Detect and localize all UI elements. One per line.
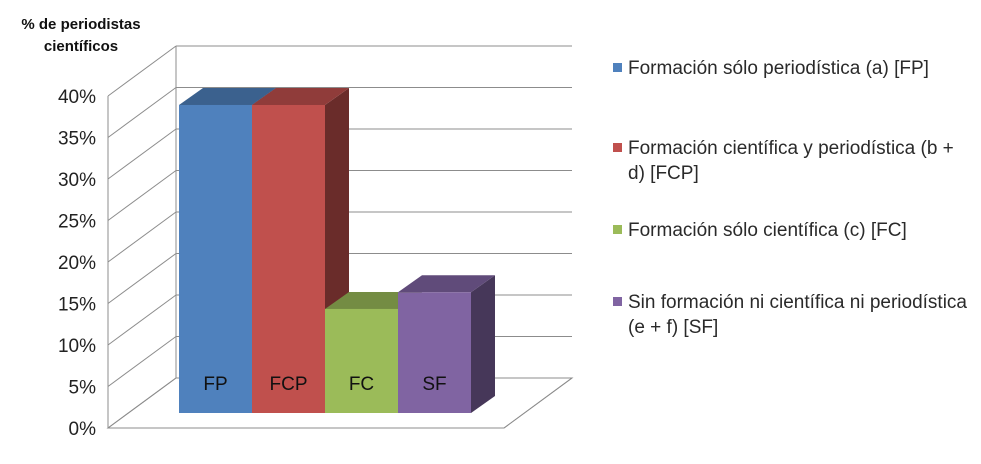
y-axis-title: % de periodistas científicos bbox=[21, 16, 141, 55]
legend-swatch-sf bbox=[613, 297, 622, 306]
bar-label-fcp: FCP bbox=[270, 374, 308, 395]
bar-top-sf bbox=[398, 275, 495, 293]
side-gridline bbox=[107, 294, 177, 346]
side-gridline bbox=[107, 211, 177, 263]
side-gridline bbox=[107, 253, 177, 304]
bar-label-fc: FC bbox=[349, 374, 374, 395]
side-gridline bbox=[107, 128, 177, 180]
y-tick-label: 25% bbox=[58, 212, 96, 233]
legend-label-fp: Formación sólo periodística (a) [FP] bbox=[628, 58, 929, 79]
side-gridline bbox=[107, 87, 177, 138]
bar-sf bbox=[398, 292, 471, 413]
bar-fp bbox=[179, 104, 252, 413]
y-tick-label: 20% bbox=[58, 253, 96, 274]
legend-label-fc: Formación sólo científica (c) [FC] bbox=[628, 220, 907, 241]
side-gridline bbox=[107, 170, 177, 221]
bar-fcp bbox=[252, 104, 325, 413]
bar-top-fcp bbox=[252, 87, 349, 105]
legend-swatch-fp bbox=[613, 63, 622, 72]
bar-top-fp bbox=[179, 87, 276, 105]
bar-fc bbox=[325, 308, 398, 413]
bar-label-fp: FP bbox=[203, 374, 227, 395]
legend-swatch-fcp bbox=[613, 143, 622, 152]
y-tick-label: 40% bbox=[58, 87, 96, 108]
side-gridline bbox=[107, 377, 177, 429]
side-gridline bbox=[107, 336, 177, 387]
y-tick-label: 35% bbox=[58, 129, 96, 150]
bar-label-sf: SF bbox=[422, 374, 446, 395]
y-tick-label: 30% bbox=[58, 170, 96, 191]
y-tick-label: 15% bbox=[58, 295, 96, 316]
y-tick-label: 10% bbox=[58, 336, 96, 357]
legend-swatch-fc bbox=[613, 225, 622, 234]
bar-top-fc bbox=[325, 291, 422, 309]
side-gridline bbox=[107, 45, 177, 97]
y-tick-label: 5% bbox=[69, 378, 97, 399]
bar-chart: 0% 5% 10% 15% 20% 25% 30% 35% 40% FP FCP FC SF bbox=[58, 45, 574, 440]
legend-label-fcp: Formación científica y periodística (b +… bbox=[628, 138, 954, 184]
bar-side-sf bbox=[471, 275, 495, 413]
floor-edge bbox=[503, 377, 573, 429]
legend-label-sf: Sin formación ni científica ni periodíst… bbox=[628, 292, 967, 338]
y-tick-label: 0% bbox=[69, 419, 97, 440]
